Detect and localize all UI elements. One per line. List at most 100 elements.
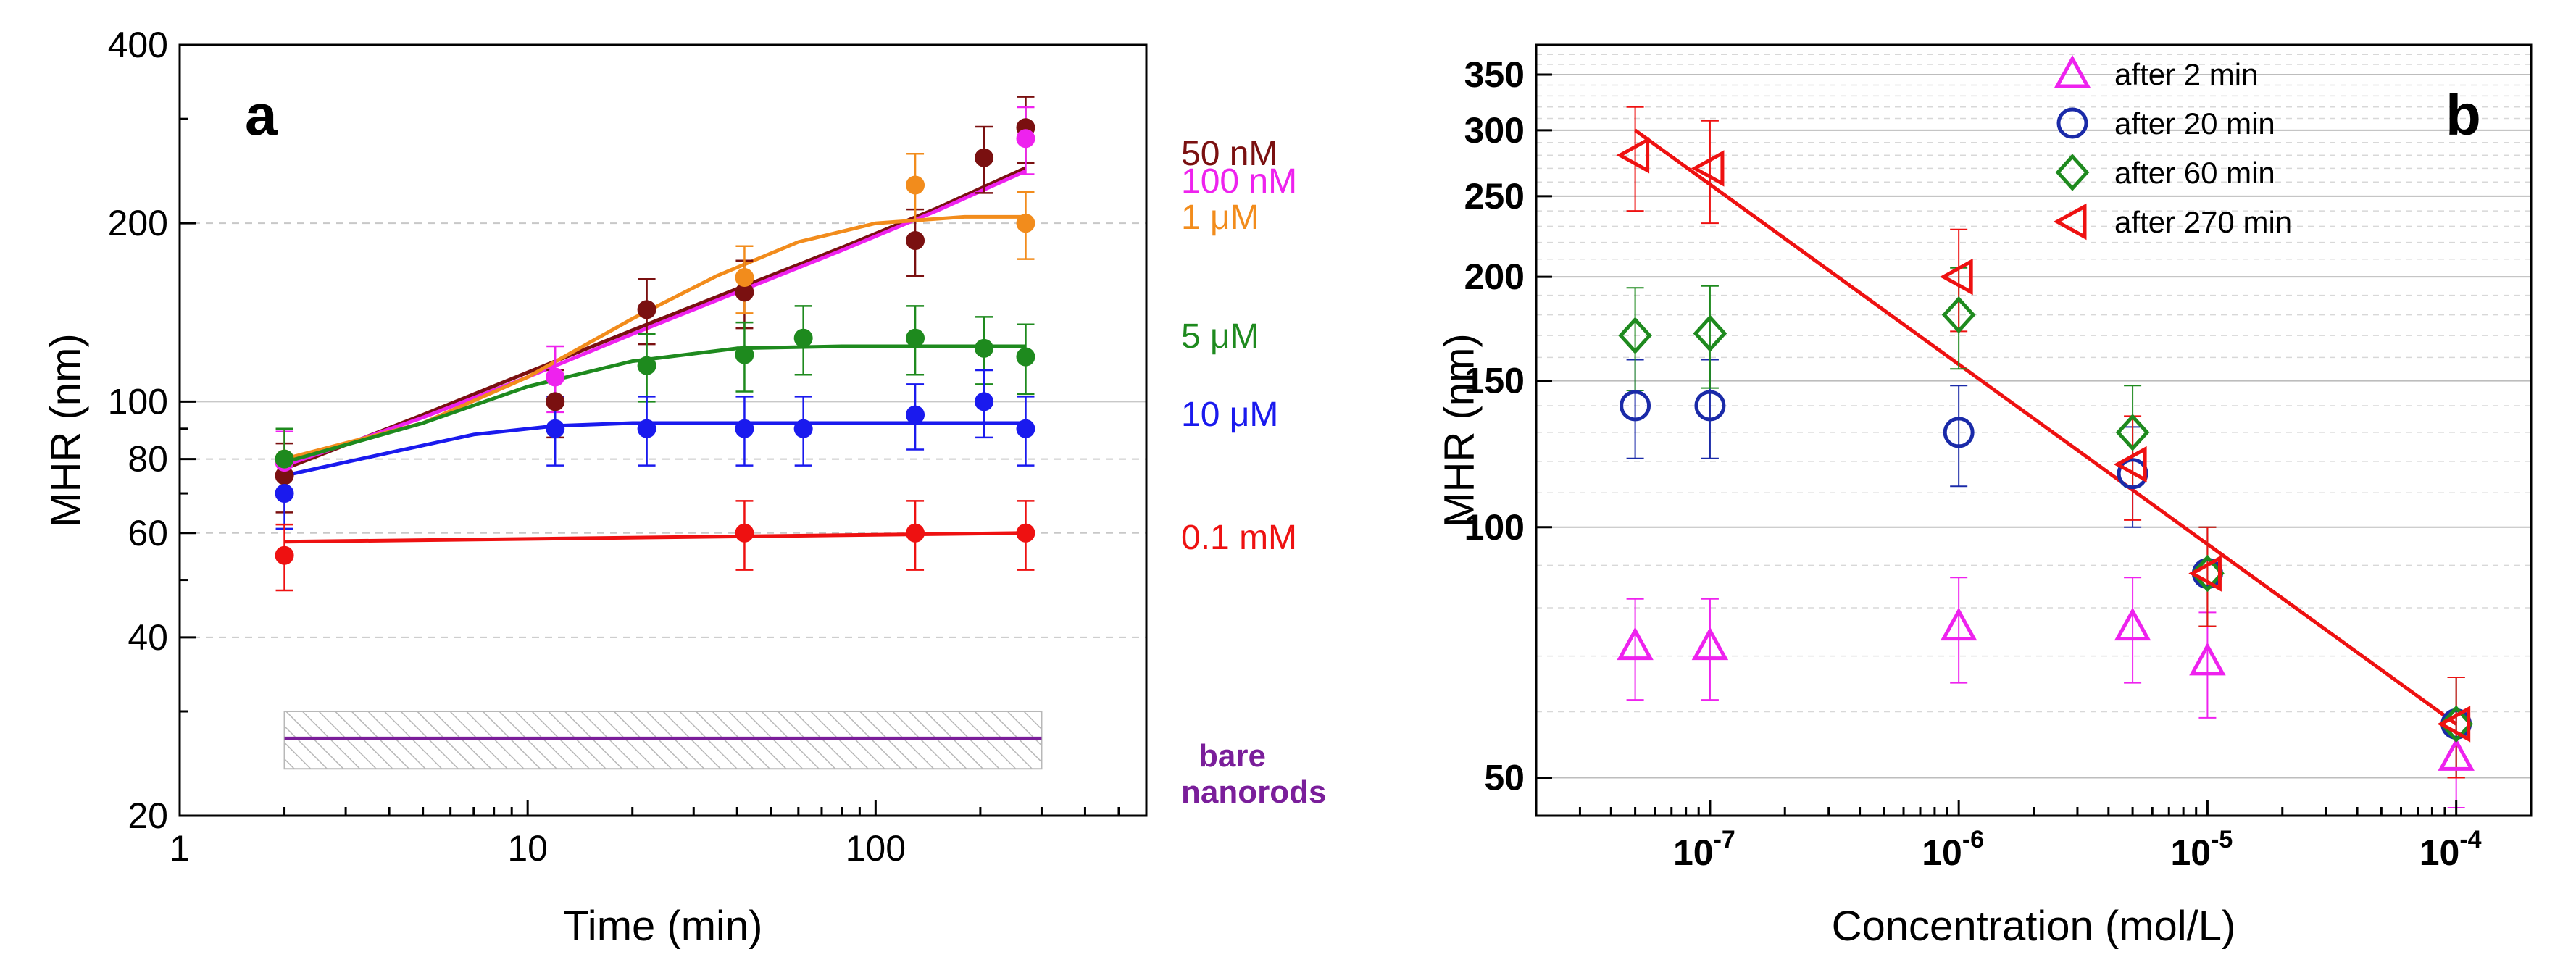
data-point xyxy=(1941,296,1976,334)
legend-label: after 20 min xyxy=(2114,106,2275,141)
y-tick-label: 100 xyxy=(108,381,168,422)
data-point xyxy=(637,356,656,375)
fit-curve xyxy=(283,421,1026,477)
series-label: 1 μM xyxy=(1181,198,1259,237)
data-point xyxy=(793,328,813,348)
data-point xyxy=(637,300,656,319)
data-point xyxy=(1016,347,1035,367)
legend-label: after 270 min xyxy=(2114,205,2292,239)
x-tick-label: 10-7 xyxy=(1673,826,1735,873)
panel-a: 1 10 100 20 40 60 80 100 200 400 a Time (min) MHR… xyxy=(42,25,1326,950)
series-label: 5 μM xyxy=(1181,317,1259,356)
fit-curve xyxy=(283,344,1026,464)
series-label: 100 nM xyxy=(1181,162,1297,201)
x-tick-label: 10-6 xyxy=(1922,826,1984,873)
data-point xyxy=(975,392,994,411)
data-point xyxy=(2439,705,2474,743)
panel-b-legend: after 2 min after 20 min after 60 min after… xyxy=(2053,54,2292,241)
panel-a-ticks xyxy=(178,43,1148,817)
panel-a-grid xyxy=(180,222,1146,638)
data-point xyxy=(1016,419,1035,438)
y-tick-label: 200 xyxy=(1464,256,1525,297)
panel-a-label: a xyxy=(245,83,278,147)
data-point xyxy=(735,283,754,302)
y-tick-label: 100 xyxy=(1464,507,1525,548)
data-point xyxy=(735,268,754,288)
fit-curve xyxy=(283,169,1027,467)
y-tick-label: 20 xyxy=(128,795,168,836)
panel-b-error-bars xyxy=(1626,106,2465,809)
y-tick-label: 150 xyxy=(1464,361,1525,401)
panel-b-x-axis-label: Concentration (mol/L) xyxy=(1832,903,2236,950)
x-tick-label: 100 xyxy=(846,828,906,869)
data-point xyxy=(275,449,294,469)
panel-b-ticks xyxy=(1535,73,2533,816)
y-tick-label: 50 xyxy=(1484,757,1525,798)
panel-a-x-axis-label: Time (min) xyxy=(564,903,763,950)
data-point xyxy=(2189,642,2226,676)
x-tick-label: 10-4 xyxy=(2419,826,2482,873)
data-point xyxy=(735,419,754,438)
data-point xyxy=(1016,214,1035,233)
y-tick-label: 200 xyxy=(108,203,168,243)
data-point xyxy=(1943,417,1975,448)
x-tick-base: 10 xyxy=(2170,832,2211,873)
y-tick-label: 300 xyxy=(1464,110,1525,151)
panel-a-tick-labels: 1 10 100 20 40 60 80 100 200 400 xyxy=(108,25,906,869)
data-point xyxy=(275,545,294,565)
panel-a-fit-curves xyxy=(283,166,1027,544)
data-point xyxy=(1691,150,1725,187)
fit-curve xyxy=(283,214,1026,461)
y-tick-label: 80 xyxy=(128,439,168,480)
fit-curve xyxy=(284,531,1026,544)
series-label: 0.1 mM xyxy=(1181,519,1297,557)
legend-label: after 2 min xyxy=(2114,57,2258,91)
data-point xyxy=(1693,314,1727,352)
data-point xyxy=(2437,706,2471,743)
data-point xyxy=(906,231,925,251)
data-point xyxy=(2438,737,2475,771)
data-point xyxy=(1694,390,1726,422)
data-point xyxy=(546,419,565,438)
data-point xyxy=(735,523,754,543)
data-point xyxy=(546,392,565,411)
x-tick-label: 10-5 xyxy=(2170,826,2233,873)
legend-marker xyxy=(2054,54,2091,88)
legend-marker xyxy=(2055,154,2090,191)
y-tick-label: 60 xyxy=(128,513,168,553)
data-point xyxy=(906,175,925,195)
legend-marker xyxy=(2053,203,2087,241)
data-point xyxy=(546,367,565,387)
series-label: 10 μM xyxy=(1181,396,1278,434)
y-tick-label: 400 xyxy=(108,25,168,65)
x-tick-exponent: -6 xyxy=(1962,826,1984,853)
data-point xyxy=(2188,555,2222,592)
x-tick-exponent: -4 xyxy=(2459,826,2481,853)
data-point xyxy=(2113,446,2147,483)
data-point xyxy=(906,523,925,543)
panel-b-data-points xyxy=(1616,137,2475,771)
data-point xyxy=(2191,554,2225,593)
data-point xyxy=(975,148,994,167)
data-point xyxy=(275,466,294,485)
band-label: bare xyxy=(1199,738,1266,774)
series-label: 50 nM xyxy=(1181,135,1277,173)
data-point xyxy=(1940,607,1977,641)
x-tick-exponent: -5 xyxy=(2211,826,2233,853)
data-point xyxy=(975,338,994,358)
data-point xyxy=(2114,607,2151,641)
legend-marker xyxy=(2056,107,2088,139)
panel-a-data-points xyxy=(275,118,1035,565)
x-tick-base: 10 xyxy=(2419,832,2460,873)
data-point xyxy=(275,484,294,503)
bare-nanorods-band xyxy=(283,710,1043,770)
y-tick-label: 40 xyxy=(128,617,168,658)
panel-b-y-axis-label: MHR (nm) xyxy=(1435,333,1483,527)
x-tick-label: 1 xyxy=(170,828,190,869)
x-tick-base: 10 xyxy=(1673,832,1714,873)
fit-curve xyxy=(283,166,1027,471)
